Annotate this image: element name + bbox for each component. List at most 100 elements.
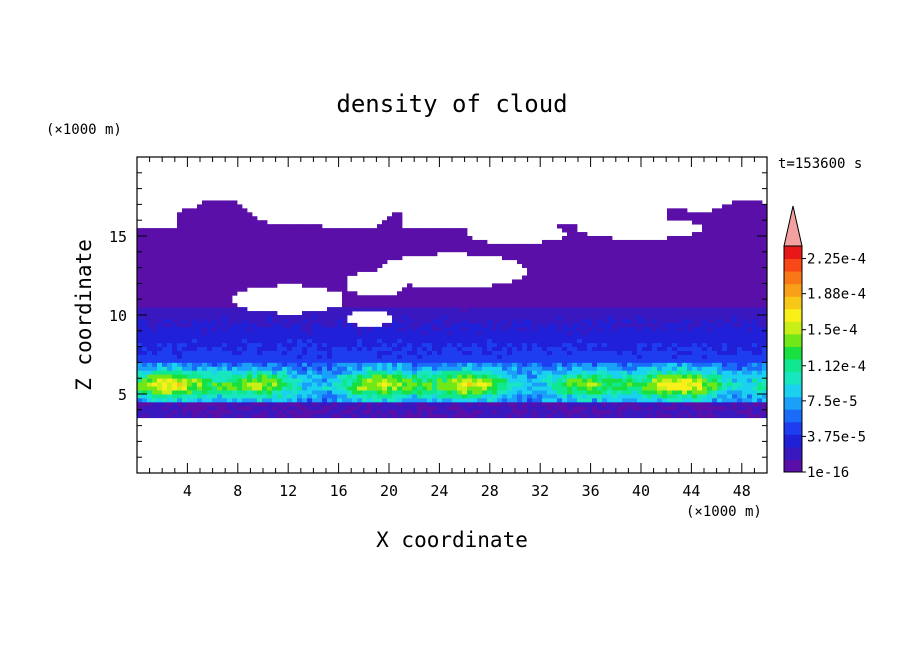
density-cell	[677, 283, 683, 288]
density-cell	[632, 259, 638, 265]
density-cell	[677, 303, 683, 308]
density-cell	[332, 394, 338, 399]
density-cell	[202, 409, 208, 415]
density-cell	[342, 263, 348, 268]
density-cell	[582, 283, 588, 288]
density-cell	[567, 374, 573, 379]
density-cell	[697, 370, 703, 375]
density-cell	[317, 251, 323, 257]
density-cell	[567, 342, 573, 347]
density-cell	[342, 315, 348, 320]
density-cell	[417, 362, 423, 367]
density-cell	[467, 311, 473, 316]
density-cell	[462, 386, 468, 391]
density-cell	[572, 326, 578, 332]
density-cell	[367, 267, 373, 272]
density-cell	[422, 397, 428, 403]
density-cell	[387, 366, 393, 371]
density-cell	[557, 382, 563, 387]
density-cell	[187, 370, 193, 375]
density-cell	[272, 275, 278, 280]
density-cell	[162, 259, 168, 265]
density-cell	[717, 378, 723, 383]
density-cell	[642, 267, 648, 272]
density-cell	[622, 247, 628, 253]
density-cell	[577, 295, 583, 300]
density-cell	[487, 315, 493, 320]
density-cell	[537, 350, 543, 355]
density-cell	[312, 322, 318, 328]
density-cell	[692, 358, 698, 363]
density-cell	[417, 303, 423, 308]
density-cell	[467, 303, 473, 308]
density-cell	[422, 350, 428, 355]
density-cell	[197, 338, 203, 344]
density-cell	[157, 259, 163, 265]
density-cell	[647, 405, 653, 411]
density-cell	[617, 326, 623, 332]
density-cell	[502, 318, 508, 324]
density-cell	[572, 322, 578, 328]
density-cell	[147, 263, 153, 268]
density-cell	[612, 370, 618, 375]
density-cell	[177, 354, 183, 359]
density-cell	[347, 247, 353, 253]
density-cell	[567, 397, 573, 403]
density-cell	[707, 409, 713, 415]
density-cell	[617, 255, 623, 261]
density-cell	[142, 338, 148, 344]
density-cell	[487, 350, 493, 355]
density-cell	[687, 271, 693, 276]
density-cell	[217, 338, 223, 344]
density-cell	[622, 346, 628, 351]
density-cell	[182, 366, 188, 371]
density-cell	[602, 259, 608, 265]
density-cell	[302, 334, 308, 340]
density-cell	[177, 303, 183, 308]
density-cell	[692, 311, 698, 316]
density-cell	[512, 251, 518, 257]
density-cell	[157, 299, 163, 304]
density-cell	[517, 318, 523, 324]
density-cell	[687, 401, 693, 407]
density-cell	[397, 394, 403, 399]
density-cell	[612, 346, 618, 351]
density-cell	[627, 370, 633, 375]
density-cell	[627, 291, 633, 296]
density-cell	[692, 346, 698, 351]
density-cell	[492, 366, 498, 371]
density-cell	[267, 263, 273, 268]
density-cell	[147, 366, 153, 371]
density-cell	[572, 378, 578, 383]
density-cell	[722, 330, 728, 336]
density-cell	[652, 370, 658, 375]
density-cell	[647, 366, 653, 371]
density-cell	[672, 279, 678, 284]
density-cell	[592, 405, 598, 411]
density-cell	[142, 358, 148, 363]
density-cell	[742, 366, 748, 371]
density-cell	[747, 303, 753, 308]
density-cell	[727, 386, 733, 391]
density-cell	[627, 259, 633, 265]
density-cell	[237, 394, 243, 399]
density-cell	[492, 330, 498, 336]
density-cell	[702, 295, 708, 300]
density-cell	[342, 330, 348, 336]
density-cell	[587, 326, 593, 332]
density-cell	[682, 397, 688, 403]
density-cell	[352, 346, 358, 351]
density-cell	[492, 307, 498, 312]
density-cell	[592, 267, 598, 272]
density-cell	[277, 326, 283, 332]
density-cell	[552, 303, 558, 308]
density-cell	[167, 295, 173, 300]
density-cell	[407, 378, 413, 383]
density-cell	[622, 322, 628, 328]
density-cell	[337, 307, 343, 312]
density-cell	[602, 382, 608, 387]
density-cell	[427, 322, 433, 328]
density-cell	[497, 354, 503, 359]
density-cell	[532, 322, 538, 328]
density-cell	[572, 311, 578, 316]
